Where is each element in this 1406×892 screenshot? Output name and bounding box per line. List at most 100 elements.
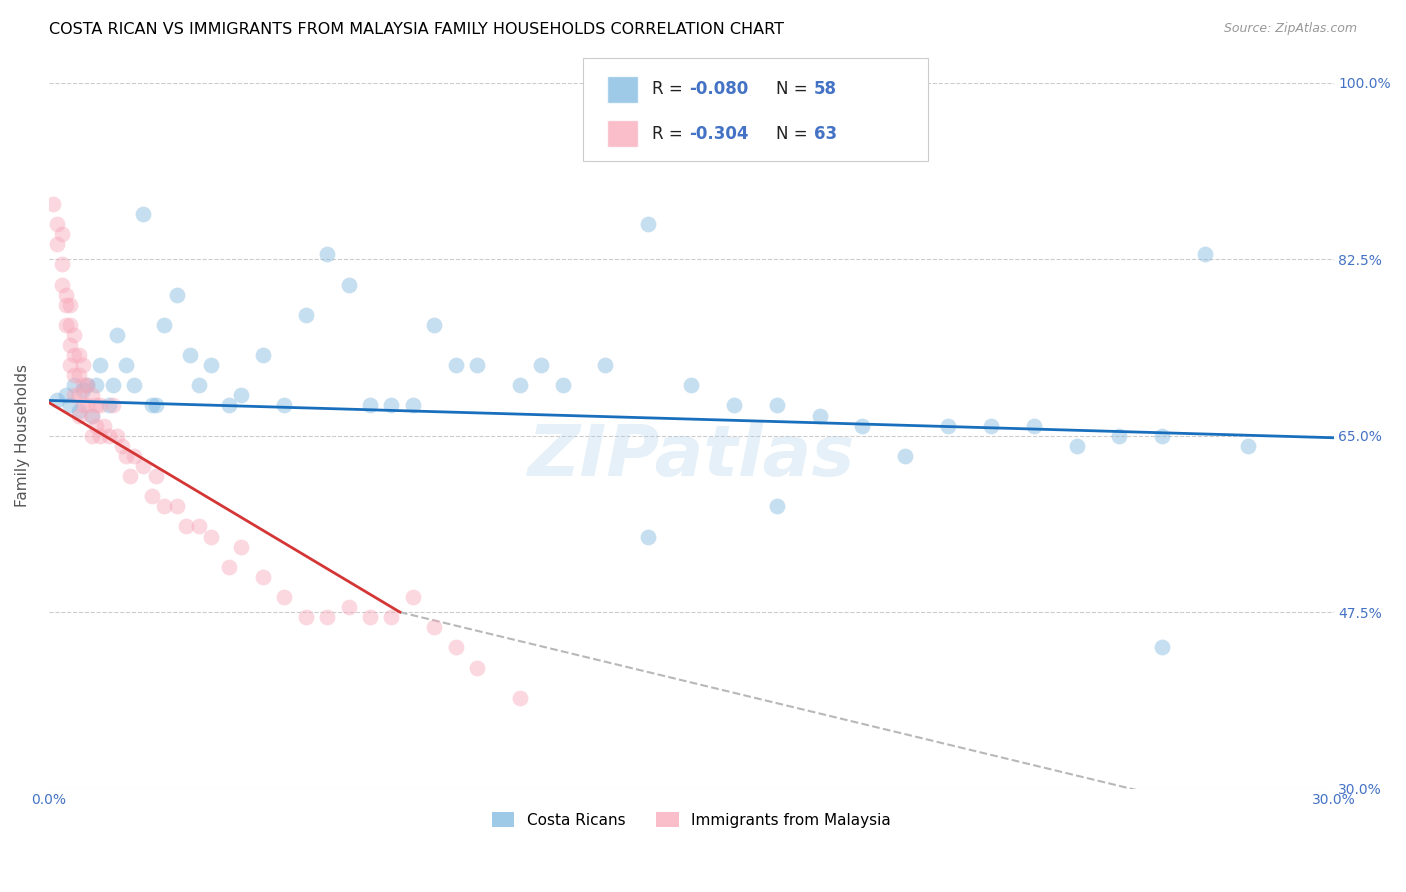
Point xyxy=(1108,428,1130,442)
Point xyxy=(637,217,659,231)
Point xyxy=(84,399,107,413)
Point xyxy=(551,378,574,392)
Point xyxy=(55,287,77,301)
Point xyxy=(89,399,111,413)
Point xyxy=(63,388,86,402)
Point xyxy=(530,358,553,372)
Point xyxy=(76,399,98,413)
Point xyxy=(67,388,90,402)
Point xyxy=(46,237,69,252)
Point xyxy=(681,378,703,392)
Text: Source: ZipAtlas.com: Source: ZipAtlas.com xyxy=(1223,22,1357,36)
Text: 58: 58 xyxy=(814,80,837,98)
Text: ZIPatlas: ZIPatlas xyxy=(527,423,855,491)
Point xyxy=(114,449,136,463)
Point xyxy=(359,399,381,413)
Point xyxy=(1066,439,1088,453)
Point xyxy=(166,500,188,514)
Point xyxy=(110,439,132,453)
Point xyxy=(765,500,787,514)
Point xyxy=(380,399,402,413)
Point xyxy=(380,610,402,624)
Text: R =: R = xyxy=(652,80,689,98)
Point xyxy=(63,348,86,362)
Point xyxy=(59,399,82,413)
Point xyxy=(187,378,209,392)
Point xyxy=(153,500,176,514)
Point xyxy=(84,418,107,433)
Point xyxy=(46,217,69,231)
Point xyxy=(55,388,77,402)
Point xyxy=(76,378,98,392)
Legend: Costa Ricans, Immigrants from Malaysia: Costa Ricans, Immigrants from Malaysia xyxy=(485,805,897,834)
Point xyxy=(80,409,103,423)
Point xyxy=(252,570,274,584)
Point xyxy=(187,519,209,533)
Point xyxy=(114,358,136,372)
Y-axis label: Family Households: Family Households xyxy=(15,364,30,508)
Text: COSTA RICAN VS IMMIGRANTS FROM MALAYSIA FAMILY HOUSEHOLDS CORRELATION CHART: COSTA RICAN VS IMMIGRANTS FROM MALAYSIA … xyxy=(49,22,785,37)
Point xyxy=(42,197,65,211)
Point xyxy=(145,469,167,483)
Point xyxy=(509,690,531,705)
Point xyxy=(76,378,98,392)
Point xyxy=(63,368,86,383)
Point xyxy=(46,393,69,408)
Point xyxy=(63,378,86,392)
Point xyxy=(273,399,295,413)
Point xyxy=(337,277,360,292)
Point xyxy=(936,418,959,433)
Point xyxy=(359,610,381,624)
Point xyxy=(637,529,659,543)
Point xyxy=(174,519,197,533)
Point xyxy=(59,318,82,332)
Point xyxy=(423,620,446,634)
Point xyxy=(89,358,111,372)
Point xyxy=(59,298,82,312)
Point xyxy=(105,327,128,342)
Point xyxy=(200,358,222,372)
Point xyxy=(132,458,155,473)
Point xyxy=(97,428,120,442)
Point xyxy=(145,399,167,413)
Point xyxy=(1022,418,1045,433)
Point xyxy=(124,378,146,392)
Point xyxy=(723,399,745,413)
Point xyxy=(808,409,831,423)
Point xyxy=(105,428,128,442)
Point xyxy=(51,277,73,292)
Point xyxy=(1152,640,1174,655)
Point xyxy=(337,600,360,615)
Point xyxy=(67,368,90,383)
Point xyxy=(509,378,531,392)
Text: N =: N = xyxy=(776,80,813,98)
Point xyxy=(67,409,90,423)
Point xyxy=(141,489,163,503)
Point xyxy=(101,378,124,392)
Point xyxy=(141,399,163,413)
Point xyxy=(200,529,222,543)
Point xyxy=(55,298,77,312)
Point xyxy=(402,590,425,604)
Point xyxy=(218,399,240,413)
Point xyxy=(444,640,467,655)
Point xyxy=(273,590,295,604)
Point xyxy=(444,358,467,372)
Point xyxy=(120,469,142,483)
Point xyxy=(101,399,124,413)
Point xyxy=(851,418,873,433)
Point xyxy=(59,358,82,372)
Point xyxy=(1237,439,1260,453)
Point xyxy=(402,399,425,413)
Point xyxy=(80,388,103,402)
Point xyxy=(93,418,115,433)
Point xyxy=(231,540,253,554)
Point xyxy=(59,338,82,352)
Point xyxy=(153,318,176,332)
Point xyxy=(67,348,90,362)
Point xyxy=(465,358,488,372)
Point xyxy=(316,610,339,624)
Point xyxy=(124,449,146,463)
Text: -0.304: -0.304 xyxy=(689,125,748,143)
Point xyxy=(179,348,201,362)
